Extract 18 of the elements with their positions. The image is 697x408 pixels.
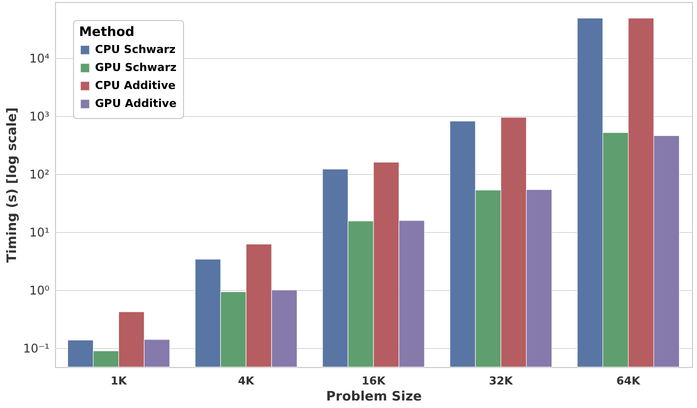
y-tick-label: 10³ xyxy=(29,110,50,124)
x-tick-label: 64K xyxy=(616,374,641,388)
y-tick-label: 10⁻¹ xyxy=(23,341,50,356)
legend-label: CPU Additive xyxy=(95,79,176,92)
legend-label: GPU Schwarz xyxy=(95,61,177,74)
legend-label: CPU Schwarz xyxy=(95,43,176,56)
x-tick-label: 16K xyxy=(362,374,386,388)
y-tick-label: 10⁰ xyxy=(29,284,50,298)
x-tick-label: 32K xyxy=(488,374,514,388)
y-tick-label: 10⁴ xyxy=(29,52,50,66)
y-axis-title: Timing (s) [log scale] xyxy=(5,107,20,263)
x-tick-label: 4K xyxy=(238,374,255,388)
legend-title: Method xyxy=(79,25,134,40)
y-tick-label: 10² xyxy=(29,168,50,182)
legend-label: GPU Additive xyxy=(95,97,177,110)
y-tick-label: 10¹ xyxy=(29,226,50,240)
x-axis-title: Problem Size xyxy=(326,390,422,404)
x-tick-label: 1K xyxy=(110,374,128,388)
